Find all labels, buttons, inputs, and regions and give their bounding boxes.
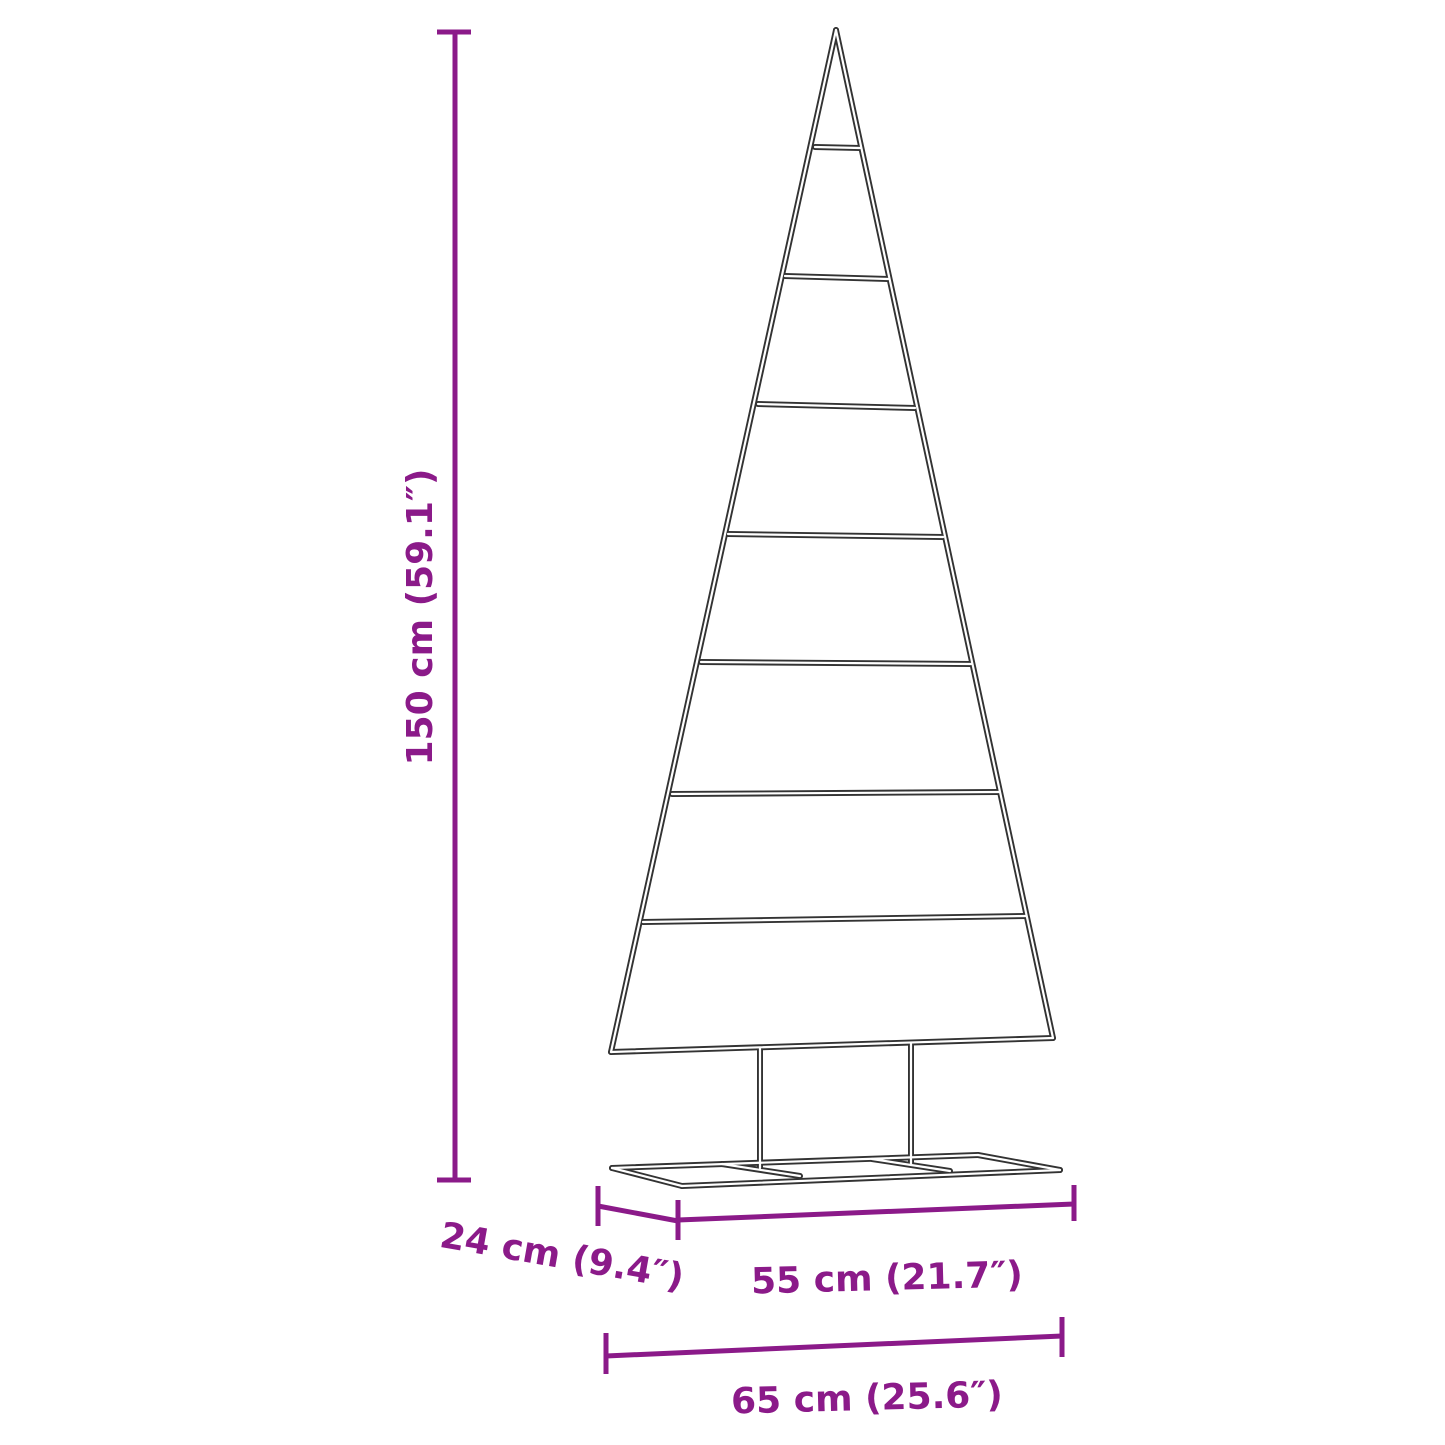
depth-dimension bbox=[595, 1186, 679, 1226]
base-back-fill bbox=[610, 1153, 980, 1170]
base-right-end-fill bbox=[976, 1153, 1062, 1172]
rung-6-fill bbox=[670, 790, 1001, 796]
base-width-line bbox=[605, 1333, 1063, 1359]
base-front-fill bbox=[680, 1168, 1062, 1188]
base-cross-right-fill bbox=[870, 1157, 952, 1173]
height-dimension bbox=[437, 29, 471, 1183]
frame-width-line bbox=[677, 1201, 1075, 1223]
base-width-label: 65 cm (25.6″) bbox=[731, 1374, 1004, 1422]
base-left-end-fill bbox=[610, 1166, 684, 1188]
depth-line bbox=[597, 1203, 679, 1224]
rung-1-fill bbox=[813, 145, 862, 150]
tree-right-edge-fill bbox=[834, 28, 1055, 1040]
base-width-dimension bbox=[603, 1317, 1065, 1374]
base-cross-left-fill bbox=[720, 1162, 802, 1178]
frame-width-label: 55 cm (21.7″) bbox=[751, 1254, 1024, 1302]
rung-4-fill bbox=[726, 532, 945, 539]
tree-frame bbox=[608, 27, 1063, 1189]
height-label: 150 cm (59.1″) bbox=[400, 469, 441, 766]
rung-bottom-fill bbox=[609, 1036, 1055, 1054]
rung-3-fill bbox=[756, 402, 917, 410]
frame-width-dimension bbox=[675, 1185, 1077, 1240]
tree-left-edge-fill bbox=[609, 28, 838, 1054]
depth-label: 24 cm (9.4″) bbox=[437, 1215, 687, 1298]
rung-7-fill bbox=[641, 914, 1028, 924]
rung-2-fill bbox=[783, 274, 890, 281]
rung-5-fill bbox=[699, 660, 973, 666]
